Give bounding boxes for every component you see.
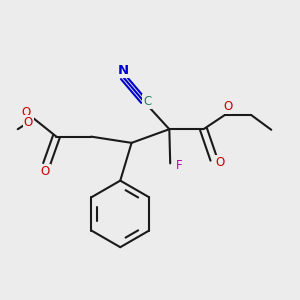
Text: O: O (21, 106, 30, 119)
Text: O: O (24, 116, 33, 129)
Text: N: N (118, 64, 129, 77)
Text: O: O (223, 100, 232, 113)
Text: O: O (40, 165, 50, 178)
Text: O: O (216, 156, 225, 169)
Text: C: C (143, 95, 151, 108)
Text: F: F (176, 159, 182, 172)
